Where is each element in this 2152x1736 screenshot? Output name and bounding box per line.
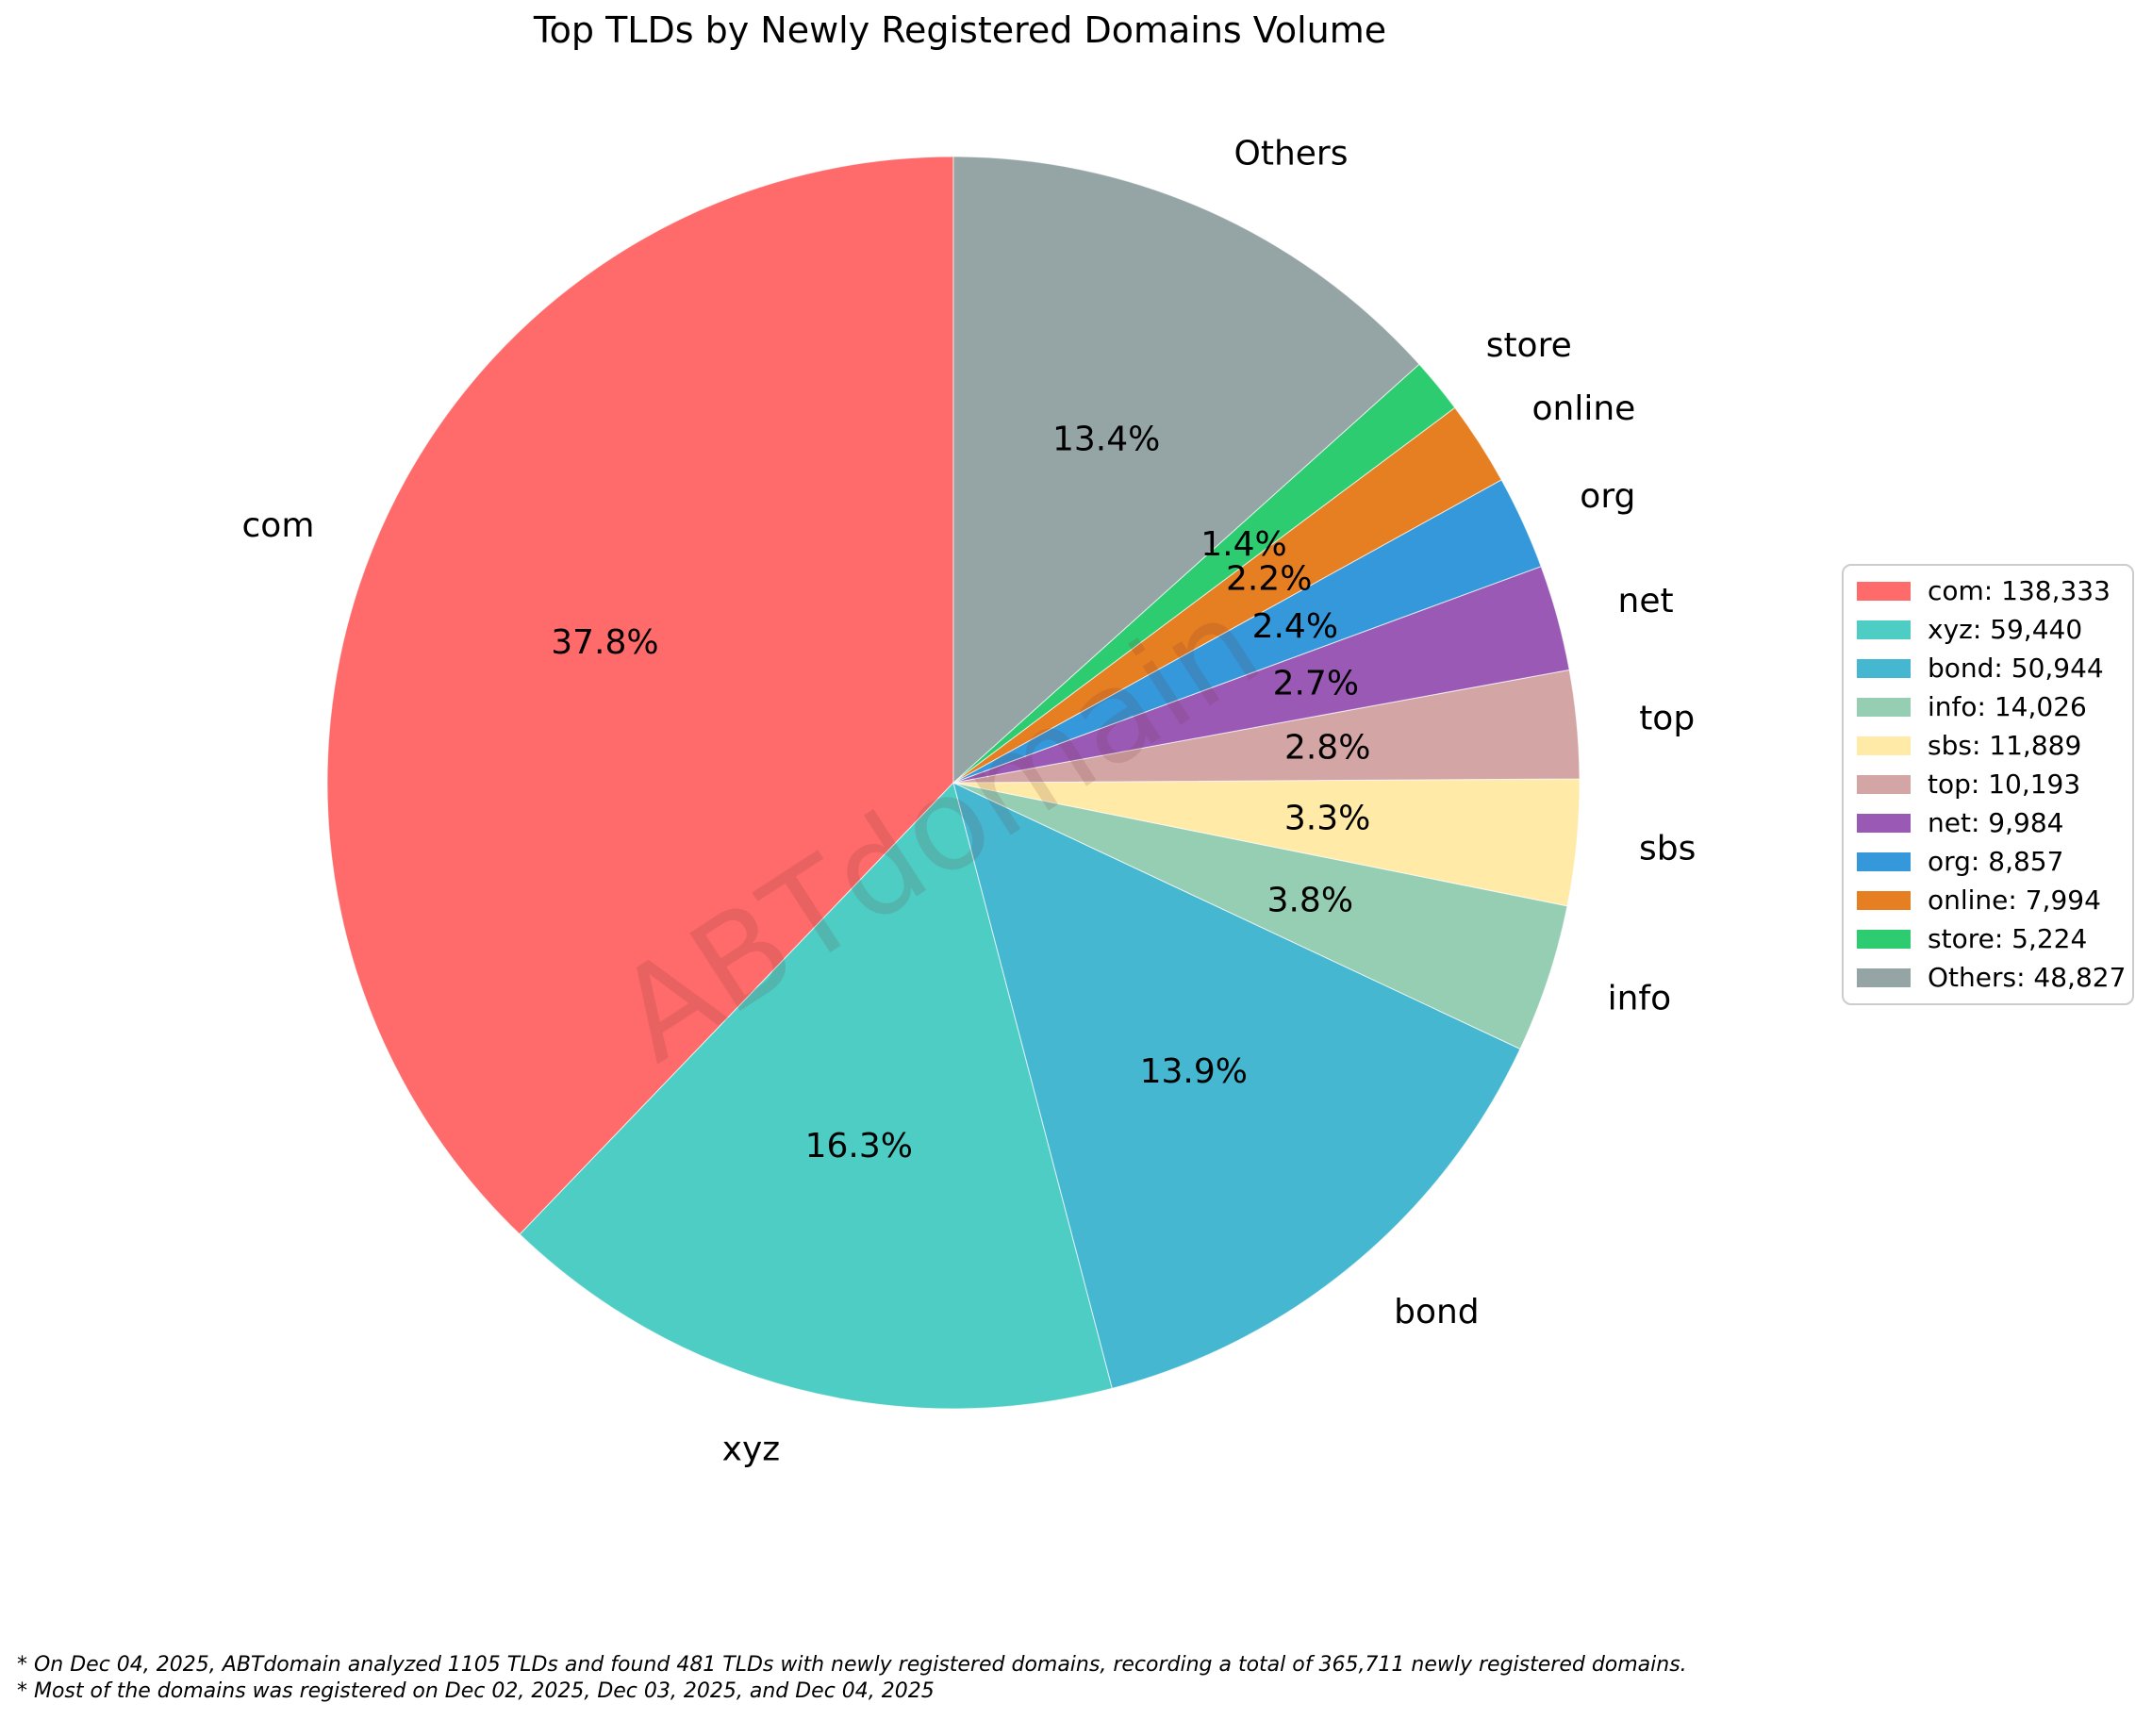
footnote-analysis: * On Dec 04, 2025, ABTdomain analyzed 11… — [17, 1653, 1687, 1677]
pct-label-net: 2.7% — [1273, 664, 1359, 703]
legend-item-online: online: 7,994 — [1857, 887, 2119, 914]
pct-label-online: 2.2% — [1226, 559, 1312, 598]
legend-swatch-icon — [1857, 698, 1911, 717]
legend-label: com: 138,333 — [1928, 575, 2111, 606]
slice-label-com: com — [242, 506, 315, 545]
legend-swatch-icon — [1857, 814, 1911, 833]
pct-label-top: 2.8% — [1284, 728, 1370, 767]
legend-label: info: 14,026 — [1928, 691, 2087, 722]
legend-swatch-icon — [1857, 852, 1911, 871]
legend-item-bond: bond: 50,944 — [1857, 655, 2119, 682]
legend-item-store: store: 5,224 — [1857, 926, 2119, 952]
pie-slice-xyz — [519, 782, 1113, 1410]
legend-swatch-icon — [1857, 736, 1911, 755]
legend-swatch-icon — [1857, 775, 1911, 794]
legend-item-org: org: 8,857 — [1857, 849, 2119, 875]
legend-swatch-icon — [1857, 968, 1911, 987]
pct-label-store: 1.4% — [1200, 525, 1286, 564]
pie-slice-bond — [952, 782, 1521, 1389]
legend-label: store: 5,224 — [1928, 923, 2088, 954]
pct-label-info: 3.8% — [1267, 881, 1353, 919]
pct-label-org: 2.4% — [1252, 607, 1338, 646]
legend-label: online: 7,994 — [1928, 885, 2101, 916]
slice-label-org: org — [1580, 477, 1635, 516]
legend: com: 138,333 xyz: 59,440 bond: 50,944 info:… — [1842, 564, 2134, 1005]
slice-label-online: online — [1532, 389, 1636, 428]
legend-swatch-icon — [1857, 582, 1911, 601]
legend-label: xyz: 59,440 — [1928, 614, 2083, 645]
legend-item-net: net: 9,984 — [1857, 810, 2119, 836]
chart-title: Top TLDs by Newly Registered Domains Vol… — [533, 9, 1387, 51]
slice-label-bond: bond — [1394, 1293, 1480, 1331]
legend-label: Others: 48,827 — [1928, 962, 2127, 993]
legend-item-com: com: 138,333 — [1857, 578, 2119, 604]
legend-label: top: 10,193 — [1928, 769, 2081, 800]
pie-slice-Others — [952, 156, 1420, 785]
slice-label-Others: Others — [1234, 134, 1349, 173]
pct-label-Others: 13.4% — [1052, 421, 1160, 459]
slice-label-net: net — [1618, 582, 1674, 620]
slice-label-sbs: sbs — [1639, 830, 1696, 868]
legend-swatch-icon — [1857, 891, 1911, 910]
slice-label-info: info — [1608, 979, 1672, 1017]
footnote-dates: * Most of the domains was registered on … — [17, 1679, 935, 1703]
legend-swatch-icon — [1857, 659, 1911, 678]
slice-label-xyz: xyz — [722, 1430, 781, 1468]
legend-label: net: 9,984 — [1928, 807, 2064, 838]
slice-label-top: top — [1639, 699, 1695, 737]
slice-label-store: store — [1486, 326, 1572, 365]
legend-item-top: top: 10,193 — [1857, 771, 2119, 798]
pie-labels: 37.8% com 16.3% xyz 13.9% bond 3.8% info 3.3% sbs… — [242, 134, 1697, 1468]
legend-item-sbs: sbs: 11,889 — [1857, 733, 2119, 759]
legend-item-xyz: xyz: 59,440 — [1857, 617, 2119, 643]
legend-label: bond: 50,944 — [1928, 653, 2104, 684]
pie-slice-com — [326, 156, 954, 1235]
legend-label: sbs: 11,889 — [1928, 730, 2082, 761]
legend-item-Others: Others: 48,827 — [1857, 965, 2126, 991]
pie-wedges — [326, 156, 1581, 1410]
legend-label: org: 8,857 — [1928, 846, 2064, 877]
pct-label-sbs: 3.3% — [1284, 800, 1370, 838]
pct-label-bond: 13.9% — [1140, 1052, 1248, 1091]
pct-label-xyz: 16.3% — [805, 1127, 913, 1166]
legend-swatch-icon — [1857, 930, 1911, 949]
legend-item-info: info: 14,026 — [1857, 694, 2119, 720]
pct-label-com: 37.8% — [551, 623, 658, 662]
legend-swatch-icon — [1857, 620, 1911, 639]
